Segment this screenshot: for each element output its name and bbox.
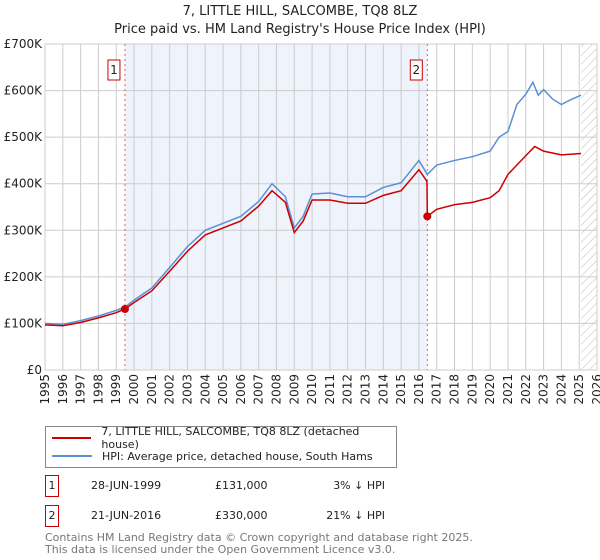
chart-title: 7, LITTLE HILL, SALCOMBE, TQ8 8LZ — [182, 4, 418, 19]
x-tick-label: 2009 — [287, 374, 301, 405]
x-tick-label: 2000 — [127, 374, 141, 405]
property-price-line — [44, 145, 582, 327]
sale-marker-box — [107, 59, 121, 81]
x-tick-label: 2023 — [537, 374, 551, 405]
x-tick-label: 2007 — [252, 374, 266, 405]
x-tick-label: 2017 — [430, 374, 444, 405]
x-tick-label: 1999 — [109, 374, 123, 405]
chart-subtitle: Price paid vs. HM Land Registry's House … — [114, 22, 486, 37]
x-tick-label: 2025 — [572, 374, 586, 405]
legend-swatch-red — [52, 437, 92, 439]
x-tick-label: 2020 — [483, 374, 497, 405]
x-tick-label: 2005 — [216, 374, 230, 405]
sale-date: 21-JUN-2016 — [91, 509, 162, 522]
sale-marker-label: 1 — [110, 63, 118, 77]
sale-marker-box — [409, 59, 423, 81]
sale-date: 28-JUN-1999 — [91, 479, 162, 492]
plot-frame — [44, 43, 598, 371]
x-tick-label: 2022 — [519, 374, 533, 405]
sale-price: £330,000 — [215, 509, 268, 522]
footer-line-2: This data is licensed under the Open Gov… — [45, 543, 396, 556]
footer-line-1: Contains HM Land Registry data © Crown c… — [45, 531, 473, 544]
x-tick-label: 2004 — [198, 374, 212, 405]
x-tick-label: 2021 — [501, 374, 515, 405]
sale-marker-label: 2 — [412, 63, 420, 77]
x-tick-label: 2010 — [305, 374, 319, 405]
x-tick-label: 2016 — [412, 374, 426, 405]
x-tick-label: 2013 — [359, 374, 373, 405]
y-tick-label: £500K — [4, 130, 44, 144]
sale-hpi-diff: 21% ↓ HPI — [326, 509, 385, 522]
x-tick-label: 2011 — [323, 374, 337, 405]
y-tick-label: £300K — [4, 223, 44, 237]
legend-swatch-blue — [52, 455, 92, 457]
hpi-line — [44, 80, 582, 326]
x-tick-label: 2018 — [448, 374, 462, 405]
legend-label-property: 7, LITTLE HILL, SALCOMBE, TQ8 8LZ (detac… — [101, 425, 360, 451]
x-tick-label: 2024 — [554, 374, 568, 405]
y-tick-label: £600K — [4, 84, 44, 98]
x-tick-label: 2026 — [590, 374, 600, 405]
forecast-hatch — [580, 44, 597, 370]
x-tick-label: 2002 — [163, 374, 177, 405]
x-tick-label: 2008 — [269, 374, 283, 405]
y-tick-label: £200K — [4, 270, 44, 284]
legend: 7, LITTLE HILL, SALCOMBE, TQ8 8LZ (detac… — [45, 425, 397, 468]
x-tick-label: 1997 — [74, 374, 88, 405]
y-tick-label: £100K — [4, 316, 44, 330]
sale-row-2: 2 21-JUN-2016 £330,000 21% ↓ HPI — [45, 505, 385, 527]
sale-price: £131,000 — [215, 479, 268, 492]
sale-badge: 2 — [45, 505, 59, 527]
x-tick-label: 1998 — [91, 374, 105, 405]
sale-badge: 1 — [45, 475, 59, 497]
x-tick-label: 2012 — [341, 374, 355, 405]
x-tick-label: 1996 — [56, 374, 70, 405]
x-tick-label: 2015 — [394, 374, 408, 405]
footer: Contains HM Land Registry data © Crown c… — [45, 532, 473, 556]
x-tick-label: 2014 — [376, 374, 390, 405]
sale-point — [120, 304, 129, 313]
x-tick-label: 2003 — [180, 374, 194, 405]
x-tick-label: 2006 — [234, 374, 248, 405]
x-tick-label: 1995 — [38, 374, 52, 405]
legend-label-hpi: HPI: Average price, detached house, Sout… — [102, 449, 373, 463]
x-tick-label: 2001 — [145, 374, 159, 405]
y-tick-label: £0 — [27, 363, 42, 377]
y-tick-label: £400K — [4, 177, 44, 191]
sale-row-1: 1 28-JUN-1999 £131,000 3% ↓ HPI — [45, 475, 385, 497]
x-tick-label: 2019 — [465, 374, 479, 405]
sale-point — [423, 212, 432, 221]
sale-hpi-diff: 3% ↓ HPI — [333, 479, 385, 492]
y-tick-label: £700K — [4, 37, 44, 51]
price-chart: 1995 1996 1997 1998 1999 2000 2001 2002 2003 2004… — [4, 37, 600, 405]
